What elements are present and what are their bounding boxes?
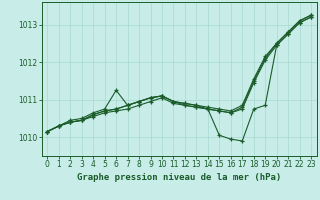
X-axis label: Graphe pression niveau de la mer (hPa): Graphe pression niveau de la mer (hPa) [77, 173, 281, 182]
